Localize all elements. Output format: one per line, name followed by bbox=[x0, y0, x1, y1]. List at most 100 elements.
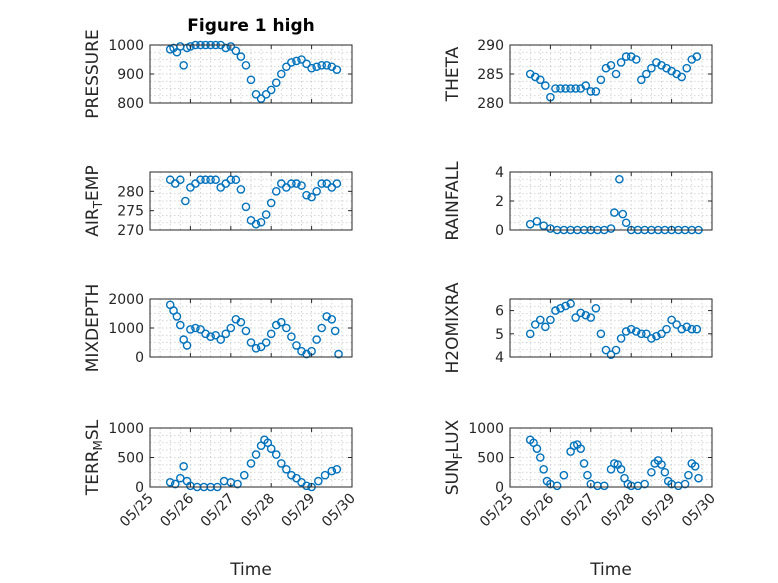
y-tick-label: 500 bbox=[477, 451, 504, 467]
data-point bbox=[246, 459, 256, 468]
data-point bbox=[191, 323, 200, 333]
data-point bbox=[332, 464, 342, 474]
data-point bbox=[615, 174, 624, 184]
x-tick-label: 05/27 bbox=[558, 491, 598, 531]
data-point bbox=[618, 209, 628, 219]
x-tick-label: 05/30 bbox=[319, 491, 359, 531]
y-tick-label: 500 bbox=[117, 451, 144, 467]
data-point bbox=[236, 317, 246, 327]
data-point bbox=[640, 479, 649, 489]
data-point bbox=[196, 175, 205, 185]
data-point bbox=[566, 84, 575, 93]
y-axis-label: AIRTEMP bbox=[83, 165, 105, 236]
data-point bbox=[179, 61, 188, 70]
data-point bbox=[616, 58, 626, 67]
data-point bbox=[532, 444, 542, 453]
axes-frame bbox=[149, 171, 353, 231]
data-point bbox=[314, 476, 323, 486]
data-point bbox=[551, 84, 560, 93]
data-point bbox=[687, 324, 697, 334]
data-point bbox=[680, 479, 690, 489]
data-point bbox=[606, 61, 616, 70]
data-point bbox=[332, 179, 342, 188]
data-point bbox=[327, 314, 337, 324]
y-tick-label: 0 bbox=[135, 350, 144, 366]
data-point bbox=[276, 69, 286, 79]
chart-title: Figure 1 high bbox=[187, 16, 315, 36]
data-point bbox=[647, 334, 656, 343]
y-axis-label: TERRMSL bbox=[83, 419, 105, 496]
y-tick-label: 1000 bbox=[468, 421, 504, 437]
y-axis-label: THETA bbox=[443, 46, 463, 102]
y-tick-label: 1000 bbox=[108, 38, 144, 54]
data-point bbox=[672, 320, 681, 329]
data-point bbox=[662, 324, 671, 334]
y-tick-label: 900 bbox=[117, 67, 144, 83]
data-point bbox=[599, 481, 609, 491]
data-point bbox=[266, 329, 276, 339]
data-point bbox=[175, 473, 185, 483]
x-axis-label: Time bbox=[229, 560, 272, 580]
data-point bbox=[175, 175, 185, 185]
data-point bbox=[292, 179, 301, 188]
data-point bbox=[246, 75, 256, 85]
data-point bbox=[226, 175, 236, 185]
y-tick-label: 2 bbox=[495, 194, 504, 210]
data-point bbox=[667, 315, 676, 325]
data-point bbox=[287, 179, 296, 188]
data-point bbox=[334, 349, 343, 359]
y-tick-label: 1000 bbox=[108, 421, 144, 437]
data-point bbox=[571, 313, 580, 322]
y-axis-label: SUNFLUX bbox=[443, 419, 465, 495]
data-point bbox=[583, 470, 592, 480]
data-point bbox=[576, 444, 586, 453]
data-point bbox=[332, 65, 342, 74]
panel-pressure: 800 900 1000 PRESSURE Figure 1 high bbox=[83, 16, 353, 119]
data-point bbox=[181, 196, 190, 206]
data-point bbox=[642, 329, 651, 339]
data-point bbox=[302, 190, 311, 200]
data-point bbox=[317, 179, 327, 188]
data-point bbox=[317, 61, 327, 70]
data-point bbox=[591, 87, 601, 96]
data-point bbox=[241, 61, 251, 70]
y-axis-label: MIXDEPTH bbox=[83, 284, 103, 373]
data-point bbox=[596, 75, 606, 85]
data-point bbox=[246, 338, 256, 347]
y-tick-label: 4 bbox=[495, 350, 504, 366]
data-point bbox=[201, 175, 210, 185]
data-point bbox=[251, 90, 261, 99]
data-point bbox=[611, 69, 621, 79]
data-point bbox=[596, 329, 606, 339]
data-point bbox=[536, 75, 545, 85]
data-point bbox=[591, 303, 601, 313]
data-point bbox=[581, 81, 591, 90]
data-point bbox=[312, 335, 321, 344]
data-point bbox=[211, 175, 220, 185]
data-point bbox=[256, 217, 266, 227]
data-point bbox=[551, 306, 560, 315]
data-point bbox=[261, 90, 271, 99]
data-point bbox=[302, 481, 311, 491]
data-point bbox=[287, 58, 296, 67]
data-point bbox=[317, 323, 327, 333]
data-point bbox=[282, 464, 291, 474]
data-point bbox=[175, 320, 185, 330]
y-tick-label: 285 bbox=[477, 67, 504, 83]
data-point bbox=[236, 185, 246, 194]
data-point bbox=[271, 187, 281, 196]
data-point bbox=[647, 63, 656, 73]
y-tick-label: 0 bbox=[135, 480, 144, 496]
data-point bbox=[552, 481, 562, 491]
data-point bbox=[561, 301, 570, 311]
data-point bbox=[196, 325, 205, 334]
data-point bbox=[241, 202, 251, 212]
x-tick-label: 05/28 bbox=[238, 491, 278, 531]
data-point bbox=[621, 327, 631, 336]
data-point bbox=[239, 470, 249, 480]
data-point bbox=[546, 315, 555, 325]
data-point bbox=[536, 453, 545, 462]
y-tick-label: 270 bbox=[117, 223, 144, 239]
data-point bbox=[579, 459, 589, 468]
data-point bbox=[226, 323, 236, 333]
